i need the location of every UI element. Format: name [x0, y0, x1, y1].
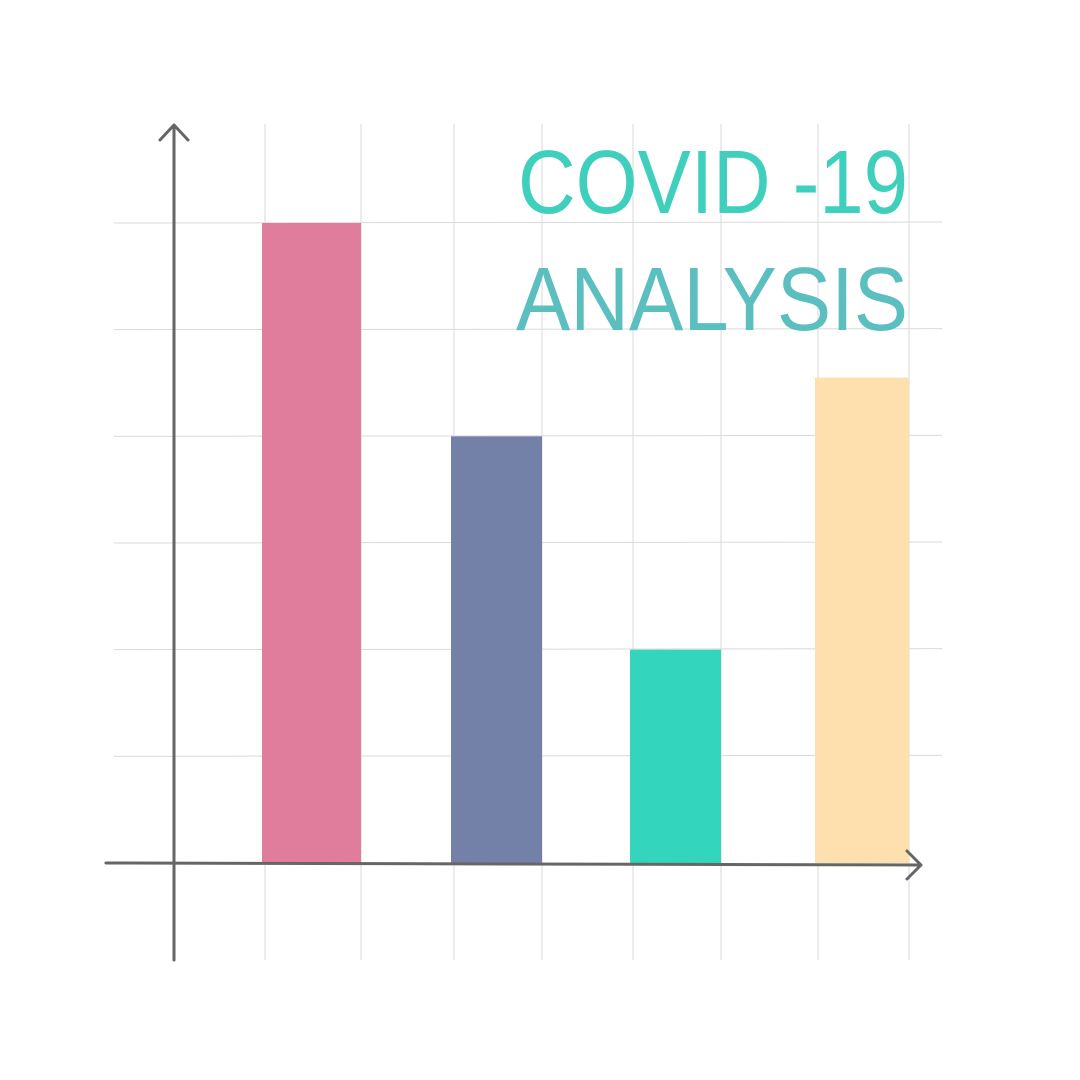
- bar-3: [630, 649, 721, 863]
- bar-1: [262, 223, 361, 863]
- grid-line-horizontal: [113, 221, 943, 224]
- chart-title-line1: COVID -19: [518, 133, 908, 233]
- bar-4: [815, 377, 909, 863]
- bar-2: [451, 436, 542, 863]
- x-axis-arrow-icon: [905, 849, 923, 881]
- bars: [262, 223, 909, 863]
- chart-title-line2: ANALYSIS: [516, 250, 908, 350]
- chart-title: COVID -19 ANALYSIS: [516, 133, 908, 350]
- axes: [104, 123, 923, 962]
- grid-line-horizontal: [113, 328, 943, 331]
- grid-line-horizontal: [113, 434, 943, 437]
- x-axis-line: [104, 861, 922, 867]
- y-axis-arrow-icon: [158, 123, 190, 142]
